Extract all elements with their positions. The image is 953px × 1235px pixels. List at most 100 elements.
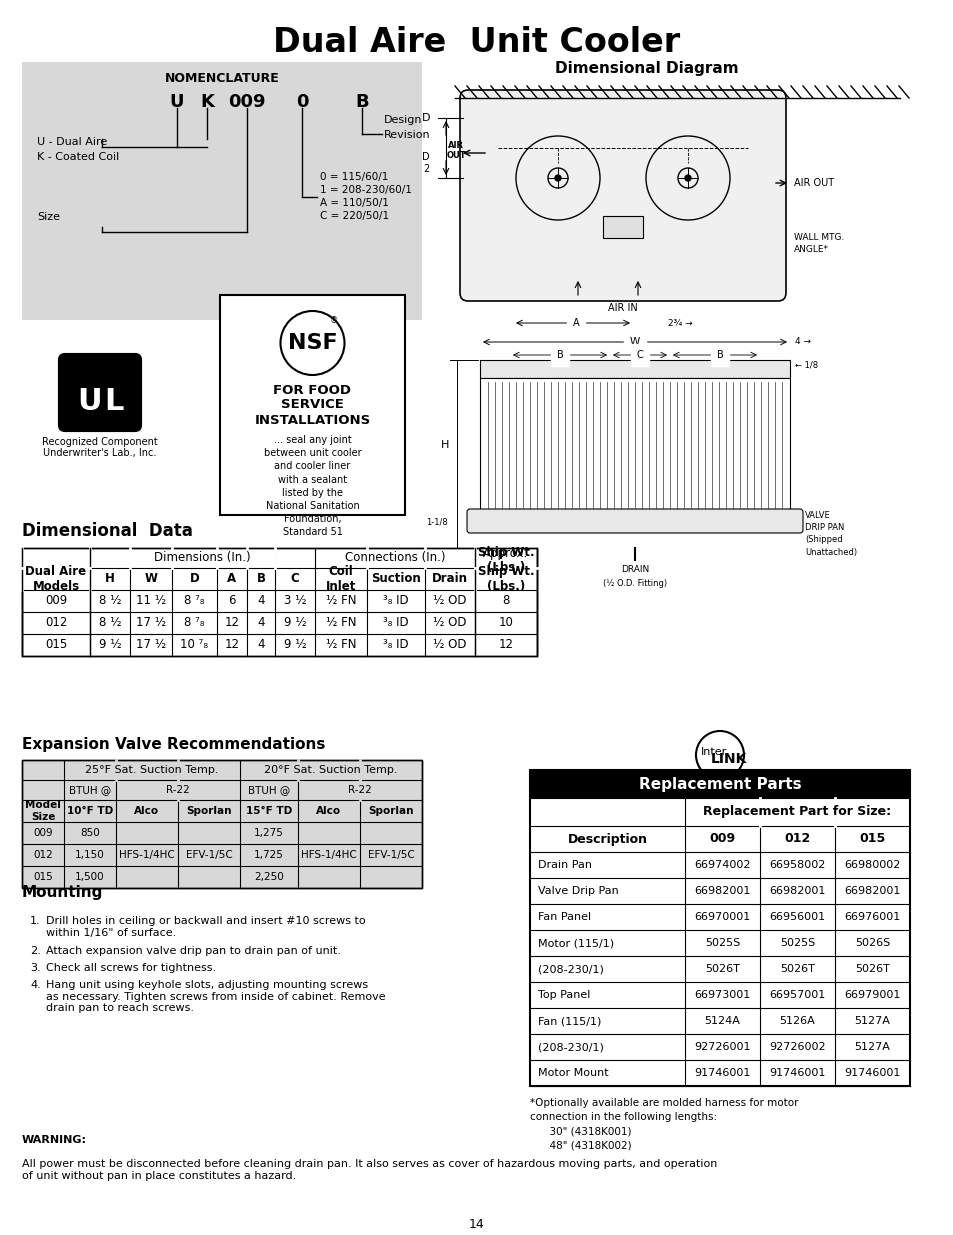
FancyBboxPatch shape [60, 354, 140, 430]
Text: Ship Wt.
(Lbs.): Ship Wt. (Lbs.) [477, 564, 534, 593]
Text: 15°F TD: 15°F TD [246, 806, 292, 816]
Text: Dimensional Diagram: Dimensional Diagram [555, 61, 738, 75]
Text: ½ FN: ½ FN [325, 616, 355, 630]
Text: 5127A: 5127A [854, 1042, 889, 1052]
Text: 009: 009 [709, 832, 735, 846]
Text: ®: ® [330, 316, 338, 326]
Text: 015: 015 [33, 872, 52, 882]
Text: 14: 14 [469, 1219, 484, 1231]
Text: H: H [105, 573, 114, 585]
Text: ½ OD: ½ OD [433, 616, 466, 630]
Text: 10 ⁷₈: 10 ⁷₈ [180, 638, 209, 652]
Text: Inter: Inter [700, 747, 726, 757]
Text: 1,150: 1,150 [75, 850, 105, 860]
Text: ³₈ ID: ³₈ ID [383, 594, 409, 608]
Text: Drain: Drain [432, 573, 468, 585]
Text: SERVICE: SERVICE [281, 399, 344, 411]
Text: 8: 8 [502, 594, 509, 608]
Text: EFV-1/5C: EFV-1/5C [186, 850, 233, 860]
Text: A: A [227, 573, 236, 585]
Text: Dimensional  Data: Dimensional Data [22, 522, 193, 540]
Text: 4: 4 [257, 616, 265, 630]
Text: Alco: Alco [134, 806, 159, 816]
Text: 20°F Sat. Suction Temp.: 20°F Sat. Suction Temp. [264, 764, 397, 776]
Text: 17 ½: 17 ½ [135, 638, 166, 652]
Text: Replacement Parts: Replacement Parts [638, 777, 801, 792]
Text: ³₈ ID: ³₈ ID [383, 616, 409, 630]
Bar [602, 216, 642, 238]
Text: Fan Panel: Fan Panel [537, 911, 591, 923]
Bar [530, 769, 909, 798]
Bar [220, 295, 405, 515]
Bar [479, 359, 789, 378]
Text: R-22: R-22 [348, 785, 372, 795]
Text: W: W [144, 573, 157, 585]
Text: 4 →: 4 → [794, 337, 810, 347]
Text: 009: 009 [228, 93, 266, 111]
Text: 66982001: 66982001 [694, 885, 750, 897]
FancyBboxPatch shape [467, 509, 802, 534]
Text: 012: 012 [45, 616, 67, 630]
Text: ½ FN: ½ FN [325, 594, 355, 608]
Text: 5026T: 5026T [704, 965, 740, 974]
Text: 009: 009 [33, 827, 52, 839]
Text: U: U [170, 93, 184, 111]
Circle shape [684, 175, 690, 182]
Text: Design: Design [384, 115, 422, 125]
Text: 3.: 3. [30, 963, 41, 973]
Text: 1.: 1. [30, 916, 41, 926]
Text: Commercial Refrigeration Parts: Commercial Refrigeration Parts [659, 768, 780, 778]
Text: Mounting: Mounting [22, 885, 103, 900]
Text: ³₈ ID: ³₈ ID [383, 638, 409, 652]
Text: 0: 0 [295, 93, 308, 111]
Text: Attach expansion valve drip pan to drain pan of unit.: Attach expansion valve drip pan to drain… [46, 946, 340, 956]
Text: AIR IN: AIR IN [607, 303, 638, 312]
Text: Motor (115/1): Motor (115/1) [537, 939, 614, 948]
Bar [684, 798, 909, 826]
Text: W: W [629, 337, 639, 347]
Text: NSF: NSF [288, 333, 337, 353]
Text: Sporlan: Sporlan [368, 806, 414, 816]
Text: Recognized Component: Recognized Component [42, 437, 157, 447]
Text: 91746001: 91746001 [694, 1068, 750, 1078]
Text: FOR FOOD: FOR FOOD [274, 384, 351, 396]
Text: 015: 015 [859, 832, 884, 846]
Text: 8 ⁷₈: 8 ⁷₈ [184, 616, 205, 630]
Text: Hang unit using keyhole slots, adjusting mounting screws
as necessary. Tighten s: Hang unit using keyhole slots, adjusting… [46, 981, 385, 1013]
Text: 012: 012 [33, 850, 52, 860]
Text: 5025S: 5025S [779, 939, 814, 948]
Text: Description: Description [567, 832, 647, 846]
Text: 5126A: 5126A [779, 1016, 815, 1026]
Text: U: U [77, 388, 102, 416]
Text: 10: 10 [498, 616, 513, 630]
Text: B: B [556, 350, 563, 359]
Text: C = 220/50/1: C = 220/50/1 [319, 211, 389, 221]
Text: 5025S: 5025S [704, 939, 740, 948]
Text: 66974002: 66974002 [694, 860, 750, 869]
Text: ← 1/8: ← 1/8 [794, 361, 818, 369]
Text: 9 ½: 9 ½ [283, 616, 306, 630]
FancyBboxPatch shape [459, 90, 785, 301]
Text: D: D [190, 573, 199, 585]
Text: 1 = 208-230/60/1: 1 = 208-230/60/1 [319, 185, 412, 195]
Text: 009: 009 [45, 594, 67, 608]
Text: 1-1/8: 1-1/8 [426, 517, 447, 526]
Text: 66970001: 66970001 [694, 911, 750, 923]
Text: Dual Aire
Models: Dual Aire Models [26, 564, 87, 593]
Text: 012: 012 [783, 832, 810, 846]
Text: 5026S: 5026S [854, 939, 889, 948]
Text: BTUH @: BTUH @ [248, 785, 290, 795]
Text: WARNING:: WARNING: [22, 1135, 87, 1145]
Text: Coil
Inlet: Coil Inlet [326, 564, 355, 593]
Text: 12: 12 [224, 616, 239, 630]
Text: 4: 4 [257, 594, 265, 608]
Text: Check all screws for tightness.: Check all screws for tightness. [46, 963, 216, 973]
Text: 11 ½: 11 ½ [135, 594, 166, 608]
Text: 3 ½: 3 ½ [283, 594, 306, 608]
Text: Dual Aire  Unit Cooler: Dual Aire Unit Cooler [274, 26, 679, 58]
Text: BTUH @: BTUH @ [69, 785, 111, 795]
Text: 66958002: 66958002 [768, 860, 825, 869]
Text: 0 = 115/60/1: 0 = 115/60/1 [319, 172, 388, 182]
Text: (½ O.D. Fitting): (½ O.D. Fitting) [602, 578, 666, 588]
Text: Drill holes in ceiling or backwall and insert #10 screws to
within 1/16" of surf: Drill holes in ceiling or backwall and i… [46, 916, 365, 937]
